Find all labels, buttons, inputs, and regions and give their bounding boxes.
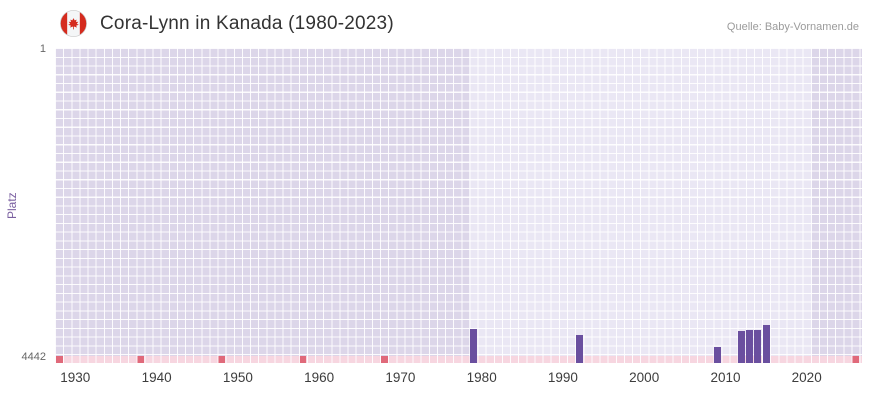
x-axis-tick-label: 1930 (60, 370, 91, 385)
x-axis-tick-label: 1970 (385, 370, 416, 385)
rank-bar (738, 330, 746, 363)
plot-background-band (55, 48, 470, 363)
chart-header: Cora-Lynn in Kanada (1980-2023) Quelle: … (60, 10, 859, 37)
plot-area (55, 48, 862, 363)
no-rank-mark (218, 356, 226, 363)
x-axis-tick-label: 1990 (547, 370, 578, 385)
rank-bar (470, 328, 478, 363)
rank-bar (746, 330, 754, 363)
plot-background-band (469, 48, 811, 363)
rank-bar (713, 346, 721, 363)
x-axis-tick-label: 2000 (629, 370, 660, 385)
y-axis-top-label: 1 (39, 43, 46, 55)
x-axis-tick-label: 2020 (791, 370, 822, 385)
no-rank-mark (380, 356, 388, 363)
x-axis-tick-label: 1980 (466, 370, 497, 385)
no-rank-mark (55, 356, 63, 363)
chart-title: Cora-Lynn in Kanada (1980-2023) (100, 13, 394, 34)
x-axis-tick-label: 1950 (222, 370, 253, 385)
y-axis-bottom-label: 4442 (21, 351, 46, 363)
rank-bar (575, 334, 583, 363)
source-label: Quelle: Baby-Vornamen.de (726, 21, 859, 33)
x-axis-tick-label: 1960 (304, 370, 335, 385)
no-rank-mark (851, 356, 859, 363)
x-axis: 1930 1940 1950 1960 1970 1980 1990 2000 2010 2020 (55, 370, 862, 392)
plot-background-band (810, 48, 862, 363)
no-rank-mark (136, 356, 144, 363)
canada-flag-icon (60, 10, 87, 37)
rank-bar (762, 324, 770, 363)
x-axis-tick-label: 1940 (141, 370, 172, 385)
x-axis-tick-label: 2010 (710, 370, 741, 385)
rank-bar (754, 329, 762, 363)
y-axis-title: Platz (5, 192, 19, 219)
no-rank-mark (299, 356, 307, 363)
